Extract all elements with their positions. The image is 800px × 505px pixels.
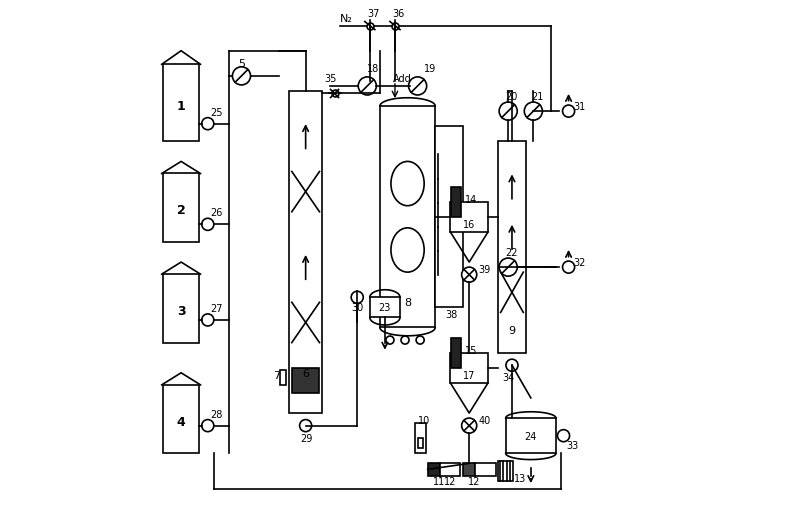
Text: 25: 25 [210,108,222,117]
Circle shape [202,118,214,130]
Circle shape [562,106,574,118]
Text: 22: 22 [506,247,518,257]
Bar [463,464,475,476]
Ellipse shape [391,228,424,273]
Text: 9: 9 [509,325,515,335]
Text: 23: 23 [378,303,391,313]
Text: 14: 14 [466,194,478,205]
Text: 5: 5 [238,59,245,69]
Bar [498,142,526,353]
Text: 13: 13 [514,473,526,483]
Text: 33: 33 [566,440,578,450]
Circle shape [202,314,214,326]
Text: 35: 35 [325,74,337,84]
Circle shape [351,292,363,304]
Text: 38: 38 [446,310,458,320]
Text: 30: 30 [351,302,363,312]
Circle shape [524,103,542,121]
Circle shape [202,420,214,432]
Text: 2: 2 [177,204,186,217]
Text: 8: 8 [404,298,411,308]
Circle shape [386,336,394,344]
Text: 39: 39 [478,265,490,275]
Bar [440,464,460,476]
Circle shape [416,336,424,344]
Text: 31: 31 [574,102,586,112]
Bar [450,353,488,383]
Text: 37: 37 [367,10,380,20]
Text: 6: 6 [302,368,309,378]
Text: 10: 10 [418,415,430,425]
Text: 40: 40 [478,415,490,425]
Bar [451,187,462,217]
Text: 12: 12 [444,477,457,486]
Text: 12: 12 [468,477,480,486]
Text: Add: Add [393,74,411,84]
Bar [163,275,198,343]
Ellipse shape [391,162,424,207]
Bar [428,464,440,476]
Bar [380,107,435,328]
Text: 11: 11 [433,477,445,486]
Bar [506,418,556,453]
Text: 15: 15 [466,345,478,355]
Bar [370,298,400,318]
Circle shape [562,262,574,274]
Bar [163,65,198,142]
Bar [163,174,198,242]
Circle shape [358,78,376,96]
Text: 32: 32 [574,257,586,267]
Circle shape [233,68,250,86]
Text: 24: 24 [525,431,537,441]
Circle shape [202,219,214,231]
Circle shape [462,418,477,433]
Bar [290,92,322,413]
Bar [450,203,488,232]
Circle shape [409,78,426,96]
Text: 7: 7 [273,370,280,380]
Bar [415,423,426,453]
Text: 1: 1 [177,99,186,112]
Text: 29: 29 [301,433,313,443]
Text: 36: 36 [393,10,405,20]
Bar [451,338,462,368]
Bar [498,461,514,481]
Bar [418,438,422,448]
Circle shape [506,360,518,372]
Text: 19: 19 [424,64,437,74]
Text: 18: 18 [367,64,379,74]
Text: N₂: N₂ [340,14,353,23]
Circle shape [401,336,409,344]
Text: 3: 3 [177,305,186,317]
Text: 21: 21 [531,91,543,102]
Bar [280,371,286,386]
Text: 16: 16 [463,219,475,229]
Circle shape [300,420,312,432]
Bar [163,385,198,453]
Text: 20: 20 [506,91,518,102]
Circle shape [499,103,518,121]
Circle shape [558,430,570,442]
Text: 34: 34 [502,373,514,383]
Circle shape [499,259,518,277]
Bar [292,368,319,393]
Text: 26: 26 [210,208,222,218]
Bar [475,464,496,476]
Text: 28: 28 [210,409,222,419]
Bar [435,127,463,308]
Text: 17: 17 [463,370,475,380]
Circle shape [462,268,477,283]
Text: 27: 27 [210,304,222,313]
Text: 4: 4 [177,415,186,428]
